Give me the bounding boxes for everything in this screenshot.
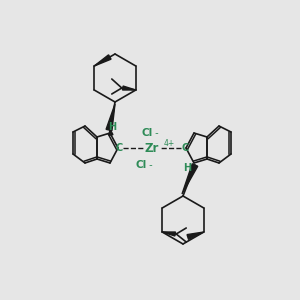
Polygon shape (94, 55, 111, 66)
Polygon shape (187, 232, 204, 239)
Text: Zr: Zr (145, 142, 159, 154)
Polygon shape (109, 129, 113, 135)
Text: -: - (152, 128, 159, 138)
Polygon shape (122, 86, 136, 90)
Text: H: H (108, 122, 116, 132)
Text: C: C (182, 143, 189, 153)
Polygon shape (162, 232, 176, 236)
Text: C: C (116, 143, 123, 153)
Text: H: H (183, 163, 191, 173)
Text: 4+: 4+ (164, 139, 175, 148)
Polygon shape (182, 164, 198, 194)
Text: Cl: Cl (142, 128, 153, 138)
Text: -: - (146, 160, 153, 170)
Polygon shape (106, 104, 115, 131)
Text: Cl: Cl (136, 160, 147, 170)
